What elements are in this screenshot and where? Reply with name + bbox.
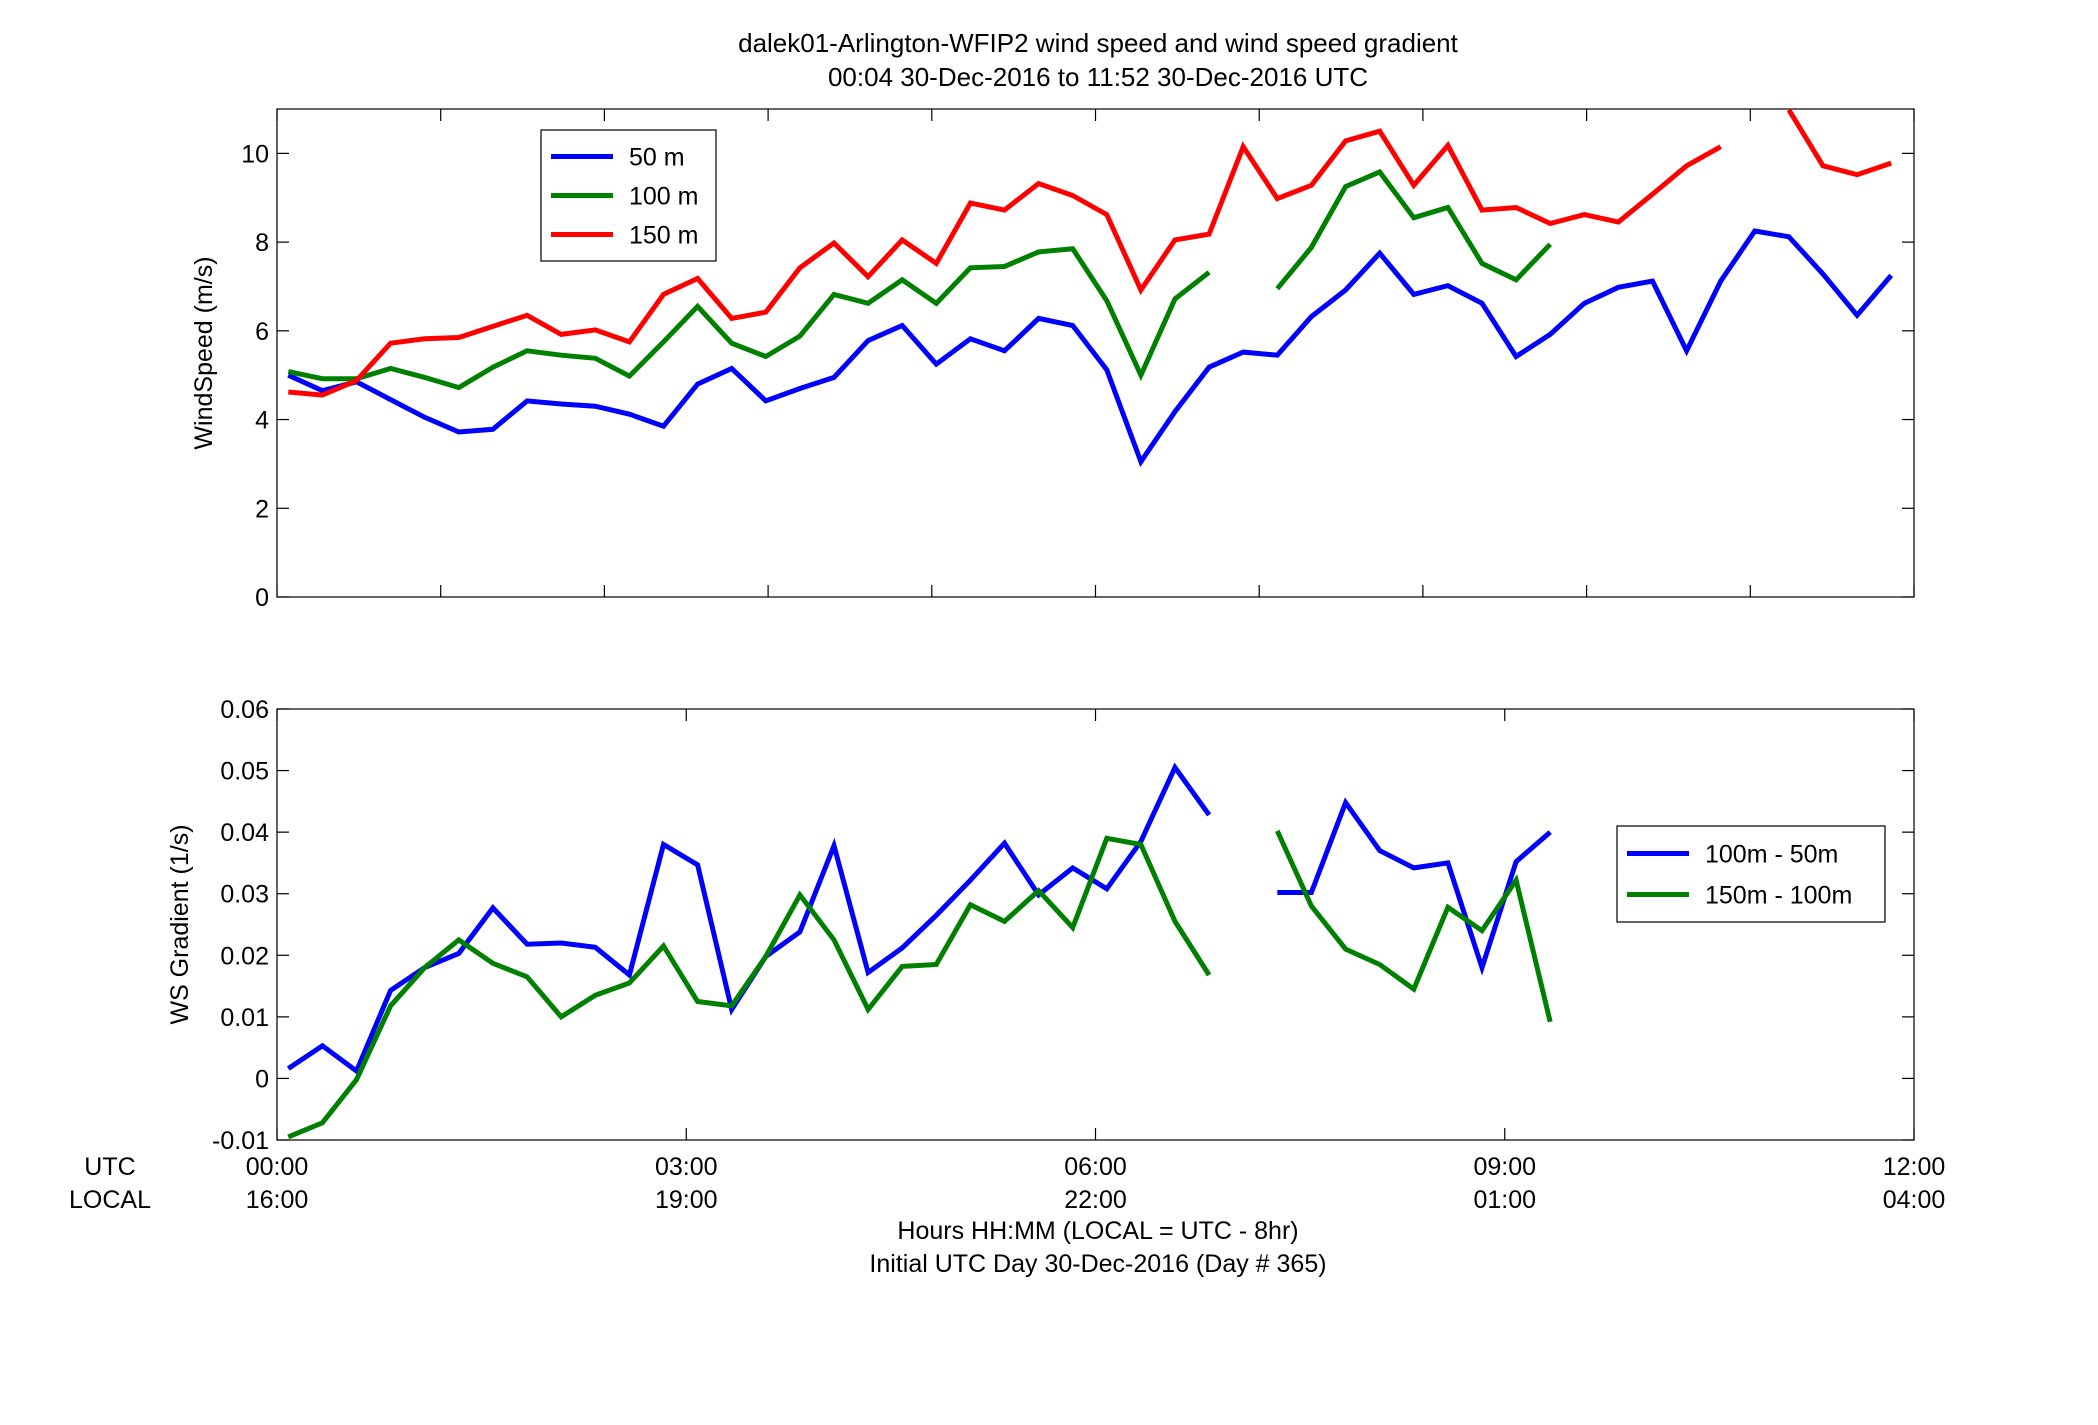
chart-title: dalek01-Arlington-WFIP2 wind speed and w…: [738, 28, 1459, 58]
x-tick-label-utc: 00:00: [246, 1153, 309, 1181]
y-tick-label: 2: [255, 495, 269, 523]
x-tick-label-local: 01:00: [1473, 1186, 1536, 1214]
y-tick-label: 8: [255, 229, 269, 257]
series-line-150m-100m: [287, 829, 1553, 1140]
x-tick-label-local: 19:00: [655, 1186, 718, 1214]
x-tick-label-local: 04:00: [1883, 1186, 1946, 1214]
y-axis-label: WindSpeed (m/s): [190, 256, 218, 449]
y-tick-label: 0: [255, 584, 269, 612]
y-tick-label: 0.05: [220, 758, 269, 786]
x-tick-label-local: 16:00: [246, 1186, 309, 1214]
legend: 100m - 50m 150m - 100m: [1616, 825, 1886, 923]
plot-area: [276, 708, 1915, 1141]
y-tick-label: -0.01: [212, 1127, 269, 1155]
legend-label: 100m - 50m: [1705, 841, 1838, 869]
x-tick-label-utc: 09:00: [1473, 1153, 1536, 1181]
y-tick-label: 0.02: [220, 942, 269, 970]
y-tick-label: 10: [241, 140, 269, 168]
series-line-50-m: [287, 228, 1894, 468]
legend-label: 100 m: [629, 183, 698, 211]
legend-label: 150 m: [629, 222, 698, 250]
x-tick-label-local: 22:00: [1064, 1186, 1127, 1214]
y-tick-label: 6: [255, 318, 269, 346]
gradient-panel: -0.01 0 0.01 0.02 0.03 0.04 0.05 0.06 00:00 16:00…: [166, 696, 1945, 1214]
y-tick-label: 0.01: [220, 1004, 269, 1032]
y-tick-label: 4: [255, 407, 269, 435]
y-tick-label: 0.03: [220, 881, 269, 909]
y-axis-label: WS Gradient (1/s): [166, 824, 194, 1024]
x-tick-label-utc: 03:00: [655, 1153, 718, 1181]
legend: 50 m 100 m 150 m: [540, 129, 717, 262]
legend-label: 50 m: [629, 144, 685, 172]
y-tick-label: 0: [255, 1065, 269, 1093]
x-axis-label: Hours HH:MM (LOCAL = UTC - 8hr): [897, 1217, 1298, 1245]
chart-subtitle: 00:04 30-Dec-2016 to 11:52 30-Dec-2016 U…: [828, 62, 1368, 92]
x-tick-label-utc: 12:00: [1883, 1153, 1946, 1181]
legend-box: [1616, 825, 1886, 923]
series-line-100-m: [287, 168, 1553, 391]
utc-row-label: UTC: [84, 1153, 135, 1181]
series-line-150-m: [288, 108, 1893, 398]
x-tick-label-utc: 06:00: [1064, 1153, 1127, 1181]
legend-label: 150m - 100m: [1705, 882, 1852, 910]
x-axis-sublabel: Initial UTC Day 30-Dec-2016 (Day # 365): [869, 1250, 1326, 1278]
y-tick-label: 0.04: [220, 819, 269, 847]
y-tick-label: 0.06: [220, 696, 269, 724]
local-row-label: LOCAL: [69, 1186, 151, 1214]
windspeed-panel: 0 2 4 6 8 10 WindSpeed (m/s) 50 m 100 m 150 m: [190, 108, 1915, 612]
